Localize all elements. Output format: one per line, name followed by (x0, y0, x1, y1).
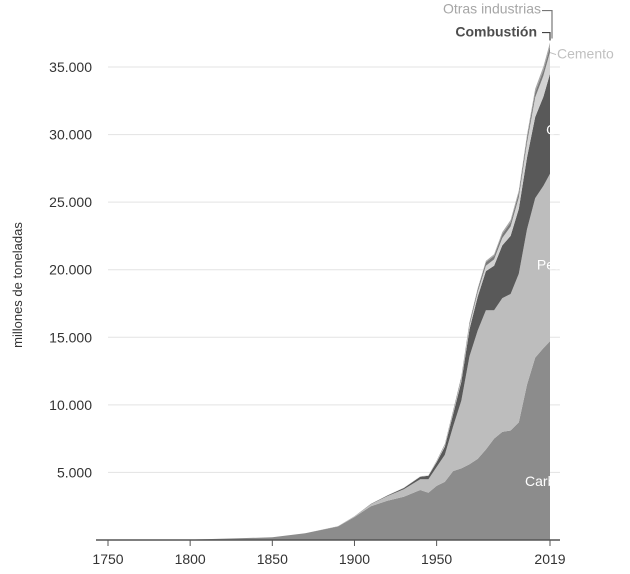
y-tick-label: 35.000 (49, 59, 92, 75)
gridlines (108, 66, 560, 473)
series-label-petr-leo: Petróleo (537, 257, 589, 273)
y-tick-label: 30.000 (49, 127, 92, 143)
y-tick-label: 25.000 (49, 194, 92, 210)
x-axis: 1750 1800 1850 1900 1950 2019 (92, 539, 566, 567)
x-tick-label: 1950 (421, 551, 452, 567)
y-tick-label: 15.000 (49, 329, 92, 345)
series-label-combusti-n: Combustión (455, 24, 537, 40)
x-tick-label: 1900 (339, 551, 370, 567)
series-label-gas: Gas (546, 122, 572, 138)
y-tick-label: 10.000 (49, 397, 92, 413)
y-axis-label: millones de toneladas (10, 222, 25, 348)
x-tick-label: 2019 (534, 551, 565, 567)
x-tick-label: 1750 (92, 551, 123, 567)
series-labels: Carbón Petróleo Gas Cemento Combustión Otras … (443, 1, 614, 489)
series-label-otras-industrias: Otras industrias (443, 1, 541, 17)
x-tick-label: 1800 (175, 551, 206, 567)
y-tick-label: 20.000 (49, 262, 92, 278)
area-series (108, 42, 550, 540)
area-carb-n (108, 341, 550, 540)
leader-line-otras-industrias (542, 9, 553, 39)
y-tick-label: 5.000 (57, 464, 92, 480)
leader-line-combustion (542, 31, 551, 41)
x-tick-label: 1850 (257, 551, 288, 567)
series-label-carb-n: Carbón (525, 473, 571, 489)
series-label-cemento: Cemento (557, 46, 614, 62)
y-axis: 5.000 10.000 15.000 20.000 25.000 30.000 35.00… (49, 59, 92, 480)
leader-line-cemento (549, 52, 557, 56)
